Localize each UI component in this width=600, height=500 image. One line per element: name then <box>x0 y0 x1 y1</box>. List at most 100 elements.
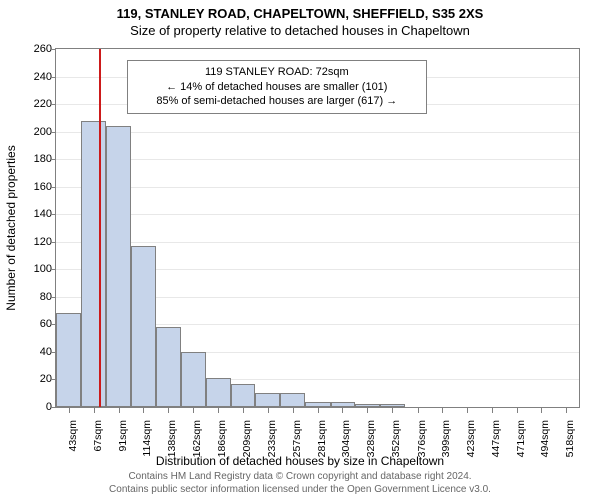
x-tick-mark <box>218 408 219 413</box>
x-tick-label: 376sqm <box>416 420 428 468</box>
x-tick-label: 233sqm <box>266 420 278 468</box>
x-tick-label: 91sqm <box>117 420 129 468</box>
x-tick-mark <box>541 408 542 413</box>
x-tick-mark <box>492 408 493 413</box>
x-tick-mark <box>566 408 567 413</box>
gridline <box>56 214 579 215</box>
x-tick-label: 304sqm <box>340 420 352 468</box>
gridline <box>56 159 579 160</box>
histogram-bar <box>280 393 305 407</box>
y-tick-label: 60 <box>22 318 52 330</box>
histogram-bar <box>156 327 181 407</box>
y-tick-label: 40 <box>22 346 52 358</box>
y-tick-mark <box>50 242 55 243</box>
y-tick-mark <box>50 132 55 133</box>
x-tick-label: 328sqm <box>365 420 377 468</box>
footer-text: Contains HM Land Registry data © Crown c… <box>0 470 600 496</box>
y-tick-mark <box>50 297 55 298</box>
x-tick-mark <box>193 408 194 413</box>
x-tick-label: 518sqm <box>564 420 576 468</box>
footer-line1: Contains HM Land Registry data © Crown c… <box>0 470 600 483</box>
gridline <box>56 187 579 188</box>
x-tick-mark <box>418 408 419 413</box>
x-tick-label: 67sqm <box>92 420 104 468</box>
x-tick-label: 138sqm <box>166 420 178 468</box>
y-tick-mark <box>50 77 55 78</box>
x-tick-mark <box>119 408 120 413</box>
x-tick-mark <box>268 408 269 413</box>
x-tick-label: 281sqm <box>316 420 328 468</box>
x-tick-mark <box>94 408 95 413</box>
y-tick-mark <box>50 379 55 380</box>
y-tick-label: 140 <box>22 208 52 220</box>
x-tick-label: 494sqm <box>539 420 551 468</box>
x-tick-mark <box>467 408 468 413</box>
histogram-bar <box>106 126 131 407</box>
histogram-bar <box>231 384 255 407</box>
x-tick-label: 471sqm <box>515 420 527 468</box>
y-tick-label: 200 <box>22 126 52 138</box>
y-tick-label: 100 <box>22 263 52 275</box>
y-tick-label: 240 <box>22 71 52 83</box>
y-tick-mark <box>50 159 55 160</box>
x-tick-mark <box>243 408 244 413</box>
x-tick-mark <box>168 408 169 413</box>
chart-title-line1: 119, STANLEY ROAD, CHAPELTOWN, SHEFFIELD… <box>0 0 600 21</box>
annotation-line2: ← 14% of detached houses are smaller (10… <box>136 80 418 95</box>
y-tick-mark <box>50 324 55 325</box>
x-tick-label: 447sqm <box>490 420 502 468</box>
histogram-bar <box>355 404 380 407</box>
x-tick-label: 114sqm <box>141 420 153 468</box>
plot-area: 119 STANLEY ROAD: 72sqm ← 14% of detache… <box>55 48 580 408</box>
x-tick-label: 186sqm <box>216 420 228 468</box>
annotation-line3: 85% of semi-detached houses are larger (… <box>136 94 418 109</box>
y-tick-mark <box>50 49 55 50</box>
y-tick-label: 260 <box>22 43 52 55</box>
annotation-line1: 119 STANLEY ROAD: 72sqm <box>136 65 418 80</box>
x-tick-label: 43sqm <box>67 420 79 468</box>
histogram-bar <box>380 404 405 407</box>
x-tick-mark <box>517 408 518 413</box>
histogram-bar <box>131 246 155 407</box>
x-tick-mark <box>342 408 343 413</box>
histogram-bar <box>81 121 106 407</box>
gridline <box>56 132 579 133</box>
x-tick-label: 352sqm <box>390 420 402 468</box>
footer-line2: Contains public sector information licen… <box>0 483 600 496</box>
x-tick-mark <box>367 408 368 413</box>
y-tick-mark <box>50 352 55 353</box>
y-tick-mark <box>50 269 55 270</box>
y-tick-label: 80 <box>22 291 52 303</box>
x-tick-mark <box>392 408 393 413</box>
x-tick-label: 399sqm <box>440 420 452 468</box>
y-tick-label: 120 <box>22 236 52 248</box>
chart-title-line2: Size of property relative to detached ho… <box>0 21 600 38</box>
marker-line <box>99 49 101 407</box>
y-tick-mark <box>50 187 55 188</box>
chart-container: 119, STANLEY ROAD, CHAPELTOWN, SHEFFIELD… <box>0 0 600 500</box>
x-tick-mark <box>442 408 443 413</box>
y-tick-label: 20 <box>22 373 52 385</box>
histogram-bar <box>305 402 330 408</box>
gridline <box>56 242 579 243</box>
x-tick-label: 423sqm <box>465 420 477 468</box>
x-tick-mark <box>293 408 294 413</box>
y-axis-label: Number of detached properties <box>4 145 18 310</box>
y-tick-label: 0 <box>22 401 52 413</box>
histogram-bar <box>206 378 231 407</box>
x-tick-mark <box>318 408 319 413</box>
annotation-box: 119 STANLEY ROAD: 72sqm ← 14% of detache… <box>127 60 427 115</box>
y-tick-label: 160 <box>22 181 52 193</box>
x-tick-label: 162sqm <box>191 420 203 468</box>
y-tick-mark <box>50 214 55 215</box>
histogram-bar <box>56 313 81 407</box>
x-tick-label: 257sqm <box>291 420 303 468</box>
histogram-bar <box>331 402 355 408</box>
y-tick-label: 220 <box>22 98 52 110</box>
x-tick-mark <box>69 408 70 413</box>
y-tick-label: 180 <box>22 153 52 165</box>
histogram-bar <box>255 393 280 407</box>
y-tick-mark <box>50 407 55 408</box>
x-tick-label: 209sqm <box>241 420 253 468</box>
y-tick-mark <box>50 104 55 105</box>
